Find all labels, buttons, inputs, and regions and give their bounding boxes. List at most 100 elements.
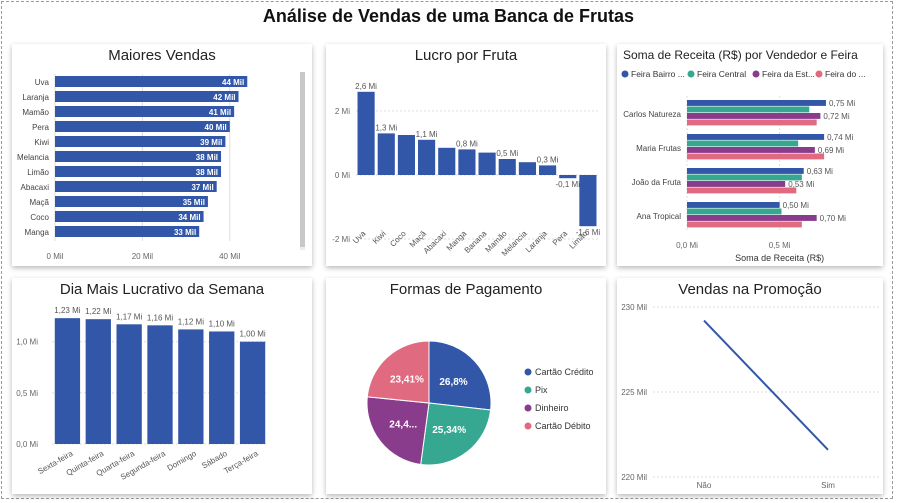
bar [687,147,815,153]
data-label: 1,1 Mi [416,130,438,139]
data-label: 0,74 Mi [827,133,853,142]
legend-label: Feira Central [697,69,746,79]
x-tick-label: 20 Mil [132,252,154,261]
data-label: 40 Mil [205,123,227,132]
bar [687,215,817,221]
category-label: Mamão [22,108,49,117]
panel-maiores-vendas[interactable]: Maiores Vendas 0 Mil 20 Mil 40 Mil Uva 44 Mi… [12,44,312,266]
y-tick-label: 2 Mi [335,107,350,116]
bar [147,325,173,444]
data-label: 0,75 Mi [829,99,855,108]
pie-slice [366,396,430,466]
category-label: Banana [463,229,489,255]
data-label: 1,10 Mi [209,319,235,328]
bar [85,319,111,444]
legend-label: Feira do ... [825,69,866,79]
panel-dia-mais-lucrativo[interactable]: Dia Mais Lucrativo da Semana 0,0 Mi 0,5 M… [12,278,312,494]
chart-title: Lucro por Fruta [414,47,518,64]
data-label: 41 Mil [209,108,231,117]
data-label: 0,70 Mi [820,214,846,223]
data-label: 0,53 Mi [788,180,814,189]
data-label: 1,22 Mi [85,307,111,316]
bar [687,221,802,228]
category-label: Carlos Natureza [623,110,681,119]
data-label: 0,8 Mi [456,139,478,148]
legend-label: Feira Bairro ... [631,69,685,79]
y-tick-label: 230 Mil [621,303,647,312]
y-tick-label: 0,0 Mi [16,440,38,449]
scrollbar-thumb[interactable] [300,72,305,247]
data-label: 0,3 Mi [537,155,559,164]
bar [54,318,81,444]
chart-title: Soma de Receita (R$) por Vendedor e Feir… [623,48,858,62]
bar [397,135,415,175]
pie-slice [420,402,492,466]
category-label: Pera [32,123,49,132]
panel-formas-pagamento[interactable]: Formas de Pagamento 26,8% 25,34% 24,4... 23… [326,278,606,494]
data-label: 34 Mil [178,213,200,222]
legend-label: Cartão Débito [535,421,591,431]
y-tick-label: 225 Mil [621,388,647,397]
bar [687,100,826,106]
data-label: 1,17 Mi [116,312,142,321]
x-tick-label: 0,5 Mi [769,241,791,250]
legend-label: Dinheiro [535,403,569,413]
category-label: Uva [35,78,50,87]
category-label: Coco [30,213,49,222]
category-label: Limão [27,168,49,177]
slice-label: 23,41% [390,375,424,386]
bar [55,121,230,132]
x-tick-label: Não [697,481,712,490]
page-title: Análise de Vendas de uma Banca de Frutas [262,6,635,26]
legend-label: Cartão Crédito [535,367,594,377]
panel-receita-vendedor-feira[interactable]: Soma de Receita (R$) por Vendedor e Feir… [617,44,883,266]
bar [687,153,825,160]
category-label: Melancia [17,153,50,162]
category-label: Laranja [22,93,49,102]
panel-lucro-por-fruta[interactable]: Lucro por Fruta -2 Mi 0 Mi 2 Mi 2,6 Mi Uva 1,… [326,44,606,266]
category-label: Abacaxi [422,229,449,256]
category-label: João da Fruta [632,178,682,187]
y-tick-label: 0 Mi [335,171,350,180]
data-label: 0,72 Mi [823,112,849,121]
bar [116,324,142,444]
legend-marker [752,70,760,78]
bar [55,226,200,237]
y-tick-label: 0,5 Mi [16,389,38,398]
bar [687,208,782,215]
y-tick-label: 220 Mil [621,473,647,482]
bar [687,106,810,113]
bar [687,168,804,174]
data-label: 44 Mil [222,78,244,87]
bar [478,152,496,175]
category-label: Kiwi [371,229,388,246]
chart-title: Formas de Pagamento [389,281,543,298]
panel-vendas-promocao[interactable]: Vendas na Promoção 220 Mil 225 Mil 230 Mil… [617,278,883,494]
legend-marker [815,70,823,78]
bar [55,136,226,147]
bar [687,140,799,147]
bar [55,196,208,207]
data-label: 1,12 Mi [178,317,204,326]
data-label: 35 Mil [183,198,205,207]
slice-label: 25,34% [432,425,466,436]
category-label: Ana Tropical [637,212,682,221]
x-tick-label: 0,0 Mi [676,241,698,250]
category-label: Maçã [29,198,49,207]
chart-formas-pagamento: 26,8% 25,34% 24,4... 23,41% Cartão Crédito Pi… [366,340,594,466]
chart-dia-mais-lucrativo: 0,0 Mi0,5 Mi1,0 Mi1,23 MiSexta-feira1,22… [16,306,268,482]
bar [377,133,395,175]
bar [687,134,825,140]
data-label: -1,6 Mi [576,228,601,237]
data-label: -0,1 Mi [556,180,581,189]
bar [687,181,786,187]
bar [418,139,436,175]
data-label: 39 Mil [200,138,222,147]
series-line [703,319,829,451]
legend-marker [524,404,532,412]
bar [239,341,266,444]
bar [559,175,577,179]
bar [55,106,235,117]
data-label: 1,23 Mi [54,306,80,315]
